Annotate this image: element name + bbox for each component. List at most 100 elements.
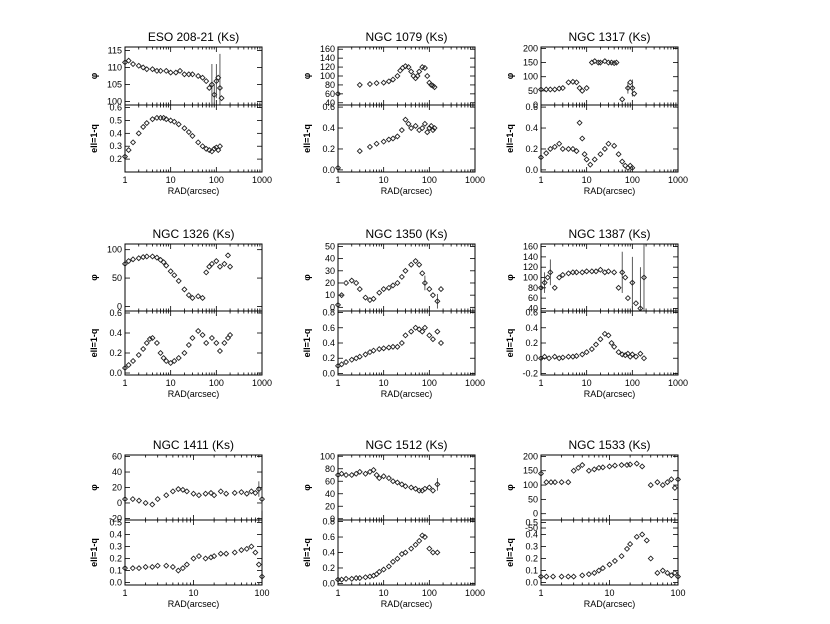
data-point: [216, 143, 223, 150]
pa-subplot: -50 0 50 100 150 200 φ: [505, 451, 682, 533]
data-point: [149, 66, 156, 73]
y-tick-label: 0: [533, 100, 538, 110]
data-point: [637, 350, 644, 357]
data-point: [575, 464, 582, 471]
data-point: [208, 81, 215, 88]
data-point: [218, 95, 225, 102]
data-point: [434, 549, 441, 556]
data-point: [362, 351, 369, 358]
data-point: [421, 324, 428, 331]
data-point: [547, 479, 555, 486]
data-point: [140, 123, 147, 130]
plot-frame: [124, 243, 263, 312]
data-point: [537, 284, 545, 291]
y-tick-label: -50: [525, 523, 538, 533]
ellipticity-subplot: 0.0 0.2 0.4 0.6 ell=1-q: [302, 102, 476, 175]
x-axis-label: RAD(arcsec): [168, 389, 220, 399]
x-axis-label: RAD(arcsec): [168, 186, 220, 196]
y-tick-label: 40: [325, 254, 335, 264]
data-point: [537, 86, 545, 93]
data-point: [565, 573, 572, 580]
data-point: [334, 90, 342, 97]
data-points: [121, 57, 225, 102]
data-point: [213, 257, 220, 265]
y-axis-label: φ: [89, 72, 99, 79]
data-point: [216, 347, 223, 355]
plot-frame: [540, 104, 679, 173]
data-point: [431, 84, 438, 91]
x-tick-label: 1: [538, 378, 543, 388]
data-point: [143, 120, 150, 127]
data-point: [421, 64, 428, 72]
ellipticity-subplot: 0.2 0.3 0.4 0.5 0.6 ell=1-q: [89, 103, 263, 173]
data-point: [605, 332, 612, 339]
data-point: [348, 575, 355, 582]
data-point: [623, 545, 631, 552]
data-point: [541, 279, 548, 286]
y-tick-label: 0.2: [109, 554, 122, 564]
data-point: [633, 533, 640, 540]
data-point: [224, 334, 232, 342]
data-point: [565, 270, 572, 277]
data-point: [157, 349, 164, 357]
y-tick-label: 200: [523, 451, 538, 461]
data-point: [243, 490, 250, 497]
data-point: [565, 353, 572, 360]
y-tick-label: 0: [330, 514, 335, 524]
plot-frame: [540, 454, 679, 521]
data-point: [248, 488, 255, 495]
data-point: [416, 261, 423, 268]
data-point: [135, 255, 142, 262]
data-point: [537, 573, 545, 580]
y-tick-label: 0.0: [322, 165, 335, 175]
data-points: [537, 330, 648, 362]
y-tick-label: 0.6: [109, 308, 122, 318]
data-point: [632, 353, 639, 360]
data-point: [185, 292, 192, 299]
data-point: [591, 58, 598, 65]
data-point: [606, 561, 613, 568]
data-point: [611, 269, 618, 276]
y-tick-label: 0.4: [322, 548, 335, 558]
data-point: [334, 164, 342, 171]
data-point: [389, 343, 397, 350]
data-point: [172, 69, 179, 76]
data-point: [189, 294, 196, 301]
data-point: [429, 549, 436, 556]
data-point: [356, 286, 363, 293]
data-point: [125, 361, 132, 369]
x-tick-label: 1: [335, 378, 340, 388]
data-point: [380, 286, 387, 293]
data-point: [394, 479, 401, 486]
plot-frame: [124, 104, 263, 173]
data-point: [394, 133, 401, 140]
panel-title: NGC 1411 (Ks): [153, 438, 234, 452]
x-tick-label: 100: [670, 588, 685, 598]
panel-title: NGC 1512 (Ks): [365, 438, 447, 452]
data-points: [537, 119, 636, 171]
plot-frame: [337, 243, 476, 312]
data-point: [583, 156, 590, 163]
data-point: [231, 489, 238, 496]
data-point: [366, 468, 373, 475]
data-point: [579, 572, 586, 579]
data-point: [429, 487, 436, 494]
data-points: [334, 116, 438, 171]
data-point: [414, 72, 421, 80]
data-point: [429, 336, 436, 343]
data-point: [389, 478, 397, 485]
y-tick-label: 0.6: [322, 102, 335, 112]
y-tick-label: 50: [528, 86, 538, 96]
data-point: [429, 127, 436, 134]
y-tick-label: 0.6: [322, 323, 335, 333]
data-point: [592, 268, 600, 275]
data-point: [385, 284, 392, 291]
x-tick-label: 1000: [252, 378, 272, 388]
data-point: [385, 136, 392, 143]
data-point: [160, 259, 167, 266]
data-point: [426, 484, 433, 491]
ellipticity-subplot: 0.0 0.2 0.4 0.6 0.8 ell=1-q: [302, 517, 476, 588]
data-point: [149, 253, 156, 260]
data-point: [428, 122, 435, 129]
x-axis-label: RAD(arcsec): [381, 599, 433, 609]
